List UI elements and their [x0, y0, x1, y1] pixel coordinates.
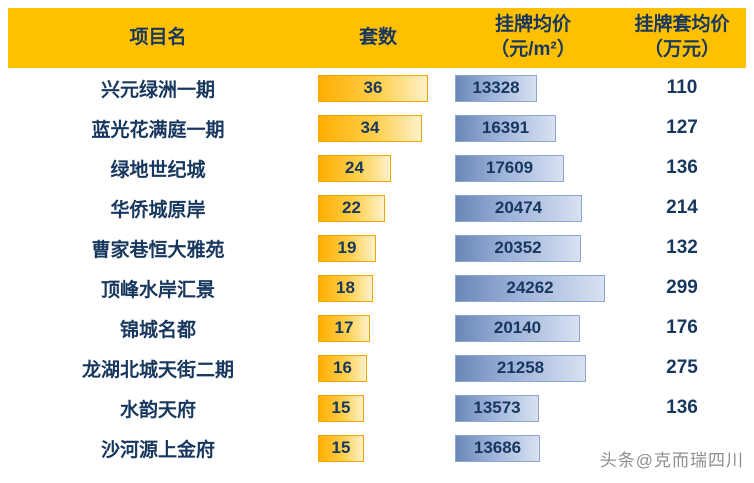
price-bar: 13328	[455, 74, 537, 102]
project-name: 顶峰水岸汇景	[100, 279, 215, 301]
project-name: 绿地世纪城	[110, 159, 206, 181]
header-project-name: 项目名	[8, 26, 308, 51]
project-name: 兴元绿洲一期	[100, 79, 215, 101]
price-value: 13328	[472, 78, 520, 97]
price-bar: 17609	[455, 154, 564, 182]
units-bar: 18	[318, 274, 373, 302]
avg-unit-price-value: 275	[666, 357, 698, 378]
price-bar: 20140	[455, 314, 580, 342]
price-value: 17609	[485, 158, 534, 177]
price-value: 24262	[506, 278, 554, 297]
header-avg-unit-price-line1: 挂牌套均价	[634, 14, 730, 36]
project-name: 龙湖北城天街二期	[81, 359, 234, 381]
units-value: 19	[337, 238, 357, 257]
units-bar: 19	[318, 234, 376, 262]
units-value: 36	[363, 78, 383, 97]
table-row: 蓝光花满庭一期 34 16391 127	[8, 108, 746, 148]
header-avg-unit-price-line2: （万元）	[643, 39, 720, 60]
units-bar: 24	[318, 154, 391, 182]
avg-unit-price-value: 127	[666, 117, 698, 138]
units-bar: 17	[318, 314, 370, 342]
price-value: 16391	[481, 118, 530, 137]
header-listed-price: 挂牌均价 （元/m²）	[448, 13, 618, 62]
price-value: 20140	[493, 318, 542, 337]
project-name: 蓝光花满庭一期	[91, 119, 225, 141]
avg-unit-price-value: 136	[666, 397, 698, 418]
units-value: 15	[331, 438, 351, 457]
price-bar: 24262	[455, 274, 605, 302]
avg-unit-price-value: 136	[666, 157, 698, 178]
units-value: 24	[345, 158, 364, 177]
units-bar: 15	[318, 434, 364, 462]
project-name: 水韵天府	[119, 399, 196, 421]
header-units-label: 套数	[358, 26, 397, 48]
price-bar: 16391	[455, 114, 556, 142]
units-bar: 16	[318, 354, 367, 382]
avg-unit-price-value: 214	[666, 197, 698, 218]
units-bar: 15	[318, 394, 364, 422]
price-bar: 13686	[455, 434, 540, 462]
table-row: 沙河源上金府 15 13686	[8, 428, 746, 468]
units-value: 34	[360, 118, 380, 137]
units-bar: 22	[318, 194, 385, 222]
listings-table: 项目名 套数 挂牌均价 （元/m²） 挂牌套均价 （万元） 兴元绿洲一期 36 13…	[8, 8, 746, 468]
avg-unit-price-value: 176	[666, 317, 698, 338]
price-value: 20352	[494, 238, 542, 257]
price-bar: 21258	[455, 354, 586, 382]
units-value: 22	[342, 198, 361, 217]
header-listed-price-line1: 挂牌均价	[494, 14, 571, 36]
table-row: 兴元绿洲一期 36 13328 110	[8, 68, 746, 108]
price-bar: 13573	[455, 394, 539, 422]
table-row: 华侨城原岸 22 20474 214	[8, 188, 746, 228]
table-row: 绿地世纪城 24 17609 136	[8, 148, 746, 188]
units-bar: 34	[318, 114, 422, 142]
price-value: 21258	[496, 358, 545, 377]
price-value: 20474	[494, 198, 543, 217]
units-value: 17	[334, 318, 354, 337]
header-listed-price-line2: （元/m²）	[490, 39, 576, 60]
header-project-name-label: 项目名	[129, 26, 187, 48]
avg-unit-price-value: 132	[666, 237, 698, 258]
table-header-row: 项目名 套数 挂牌均价 （元/m²） 挂牌套均价 （万元）	[8, 8, 746, 68]
units-value: 16	[333, 358, 352, 377]
units-value: 18	[336, 278, 355, 297]
project-name: 曹家巷恒大雅苑	[91, 239, 225, 261]
price-value: 13686	[473, 438, 522, 457]
table-row: 顶峰水岸汇景 18 24262 299	[8, 268, 746, 308]
table-row: 锦城名都 17 20140 176	[8, 308, 746, 348]
price-bar: 20352	[455, 234, 581, 262]
units-value: 15	[331, 398, 351, 417]
header-units: 套数	[308, 26, 448, 51]
header-avg-unit-price: 挂牌套均价 （万元）	[618, 13, 746, 62]
units-bar: 36	[318, 74, 428, 102]
table-body: 兴元绿洲一期 36 13328 110 蓝光花满庭一期 34 16391 127 绿地世纪城 24…	[8, 68, 746, 468]
watermark: 头条@克而瑞四川	[599, 451, 744, 470]
table-row: 龙湖北城天街二期 16 21258 275	[8, 348, 746, 388]
project-name: 华侨城原岸	[110, 199, 206, 221]
avg-unit-price-value: 299	[666, 277, 698, 298]
avg-unit-price-value: 110	[666, 77, 698, 98]
table-row: 曹家巷恒大雅苑 19 20352 132	[8, 228, 746, 268]
project-name: 沙河源上金府	[100, 439, 215, 461]
price-value: 13573	[473, 398, 521, 417]
price-bar: 20474	[455, 194, 582, 222]
table-row: 水韵天府 15 13573 136	[8, 388, 746, 428]
project-name: 锦城名都	[119, 319, 196, 341]
